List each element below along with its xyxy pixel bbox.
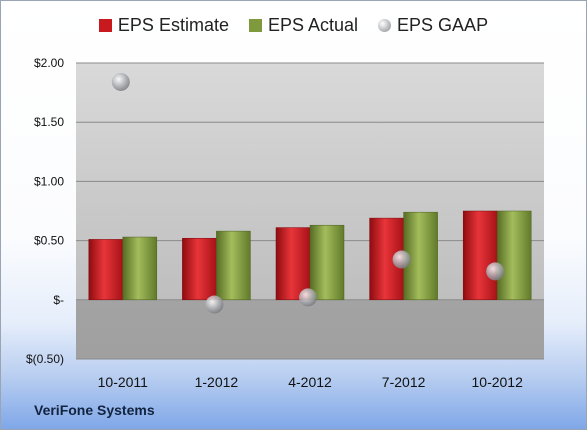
legend-item-eps-estimate: EPS Estimate	[98, 15, 229, 36]
legend-label-eps-actual: EPS Actual	[267, 15, 359, 35]
legend-label-eps-estimate: EPS Estimate	[117, 15, 229, 35]
bar-eps-actual	[496, 210, 532, 301]
legend-swatch-eps-estimate	[98, 19, 112, 32]
y-tick-label: $(0.50)	[26, 352, 64, 366]
bar-eps-actual	[216, 230, 251, 301]
y-tick-label: $1.50	[34, 115, 64, 129]
company-name: VeriFone Systems	[34, 402, 155, 418]
bar-eps-estimate	[182, 237, 217, 301]
x-tick-label: 10-2011	[98, 374, 149, 390]
x-tick-label: 1-2012	[195, 374, 239, 390]
bar-eps-actual	[122, 236, 158, 301]
y-tick-label: $0.50	[34, 234, 64, 248]
legend: EPS Estimate EPS Actual EPS GAAP	[1, 15, 586, 36]
legend-item-eps-actual: EPS Actual	[248, 15, 359, 36]
negative-region	[76, 299, 544, 359]
bar-eps-actual	[309, 224, 345, 301]
point-eps-gaap	[392, 250, 411, 269]
legend-swatch-eps-gaap	[378, 19, 392, 32]
y-tick-label: $-	[53, 293, 64, 307]
y-tick-label: $2.00	[34, 56, 64, 70]
y-tick-label: $1.00	[34, 174, 64, 188]
x-tick-label: 4-2012	[288, 374, 332, 390]
point-eps-gaap	[111, 72, 130, 91]
point-eps-gaap	[205, 295, 224, 314]
legend-label-eps-gaap: EPS GAAP	[397, 15, 489, 35]
point-eps-gaap	[486, 262, 505, 281]
x-tick-label: 7-2012	[382, 374, 426, 390]
legend-swatch-eps-actual	[248, 19, 262, 32]
point-eps-gaap	[299, 288, 317, 307]
bar-eps-estimate	[88, 239, 124, 301]
legend-item-eps-gaap: EPS GAAP	[378, 15, 488, 36]
bar-eps-estimate	[462, 210, 498, 301]
x-tick-label: 10-2012	[472, 374, 524, 390]
bar-eps-estimate	[275, 227, 311, 301]
